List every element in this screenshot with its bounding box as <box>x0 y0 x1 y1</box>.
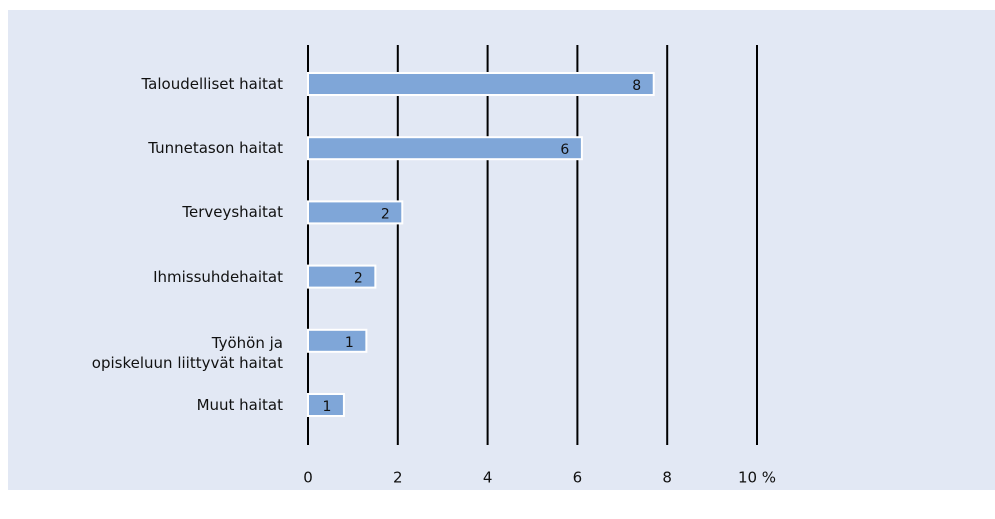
bar <box>307 328 368 353</box>
x-tick-label: 0 <box>303 469 313 487</box>
bar <box>307 264 377 289</box>
y-tick-label: Terveyshaitat <box>182 203 283 222</box>
value-label: 8 <box>632 78 641 94</box>
x-tick-label: 4 <box>483 469 493 487</box>
y-tick-label: Tunnetason haitat <box>148 139 283 158</box>
x-tick-label: 6 <box>573 469 583 487</box>
y-tick-label: Muut haitat <box>196 396 283 414</box>
x-tick-label: 2 <box>393 469 403 487</box>
y-tick-label: Ihmissuhdehaitat <box>153 267 283 286</box>
bar <box>307 393 345 417</box>
value-label: 2 <box>381 206 390 222</box>
value-label: 1 <box>345 335 354 351</box>
bar <box>307 72 655 96</box>
x-tick-label: 8 <box>662 469 672 487</box>
value-label: 6 <box>560 142 569 158</box>
y-tick-label: Taloudelliset haitat <box>141 75 284 93</box>
bar <box>307 136 583 161</box>
x-tick-label: 10 % <box>738 469 776 487</box>
y-tick-label: Työhön ja opiskeluun liittyvät haitat <box>91 333 283 372</box>
value-label: 2 <box>354 271 363 287</box>
value-label: 1 <box>322 399 331 415</box>
bar <box>307 200 404 225</box>
